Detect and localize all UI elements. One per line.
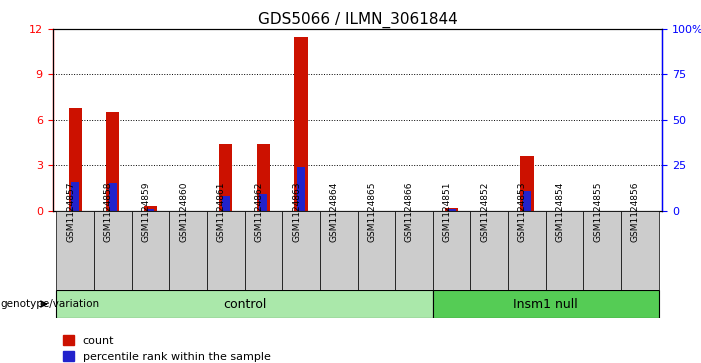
Bar bbox=[144, 206, 157, 211]
Bar bbox=[94, 211, 132, 290]
Bar bbox=[245, 211, 283, 290]
Bar bbox=[520, 156, 533, 211]
Bar bbox=[257, 144, 270, 211]
Bar bbox=[72, 182, 79, 211]
Bar bbox=[297, 167, 305, 211]
Text: GSM1124862: GSM1124862 bbox=[254, 182, 264, 242]
Bar bbox=[470, 211, 508, 290]
Bar bbox=[56, 211, 94, 290]
Text: GSM1124859: GSM1124859 bbox=[142, 182, 151, 242]
Text: GSM1124861: GSM1124861 bbox=[217, 182, 226, 242]
Bar bbox=[433, 211, 470, 290]
Text: GSM1124856: GSM1124856 bbox=[631, 182, 640, 242]
Bar bbox=[294, 37, 308, 211]
Bar bbox=[147, 209, 154, 211]
Legend: count, percentile rank within the sample: count, percentile rank within the sample bbox=[58, 330, 275, 363]
Text: GSM1124854: GSM1124854 bbox=[556, 182, 564, 242]
Text: GSM1124851: GSM1124851 bbox=[442, 182, 451, 242]
Text: GSM1124855: GSM1124855 bbox=[593, 182, 602, 242]
Text: GSM1124863: GSM1124863 bbox=[292, 182, 301, 242]
Text: genotype/variation: genotype/variation bbox=[1, 299, 100, 309]
Title: GDS5066 / ILMN_3061844: GDS5066 / ILMN_3061844 bbox=[258, 12, 457, 28]
Bar bbox=[508, 211, 546, 290]
Text: GSM1124857: GSM1124857 bbox=[66, 182, 75, 242]
Bar bbox=[107, 112, 119, 211]
Bar bbox=[621, 211, 659, 290]
Bar bbox=[445, 208, 458, 211]
Bar bbox=[320, 211, 358, 290]
Text: GSM1124864: GSM1124864 bbox=[329, 182, 339, 242]
Bar bbox=[109, 183, 117, 211]
Bar bbox=[132, 211, 169, 290]
Bar bbox=[448, 209, 456, 211]
Text: GSM1124852: GSM1124852 bbox=[480, 182, 489, 242]
Bar bbox=[56, 290, 433, 318]
Bar bbox=[259, 194, 267, 211]
Text: GSM1124866: GSM1124866 bbox=[405, 182, 414, 242]
Text: control: control bbox=[223, 298, 266, 310]
Bar bbox=[207, 211, 245, 290]
Bar bbox=[395, 211, 433, 290]
Text: GSM1124858: GSM1124858 bbox=[104, 182, 113, 242]
Bar bbox=[169, 211, 207, 290]
Bar bbox=[546, 211, 583, 290]
Bar bbox=[433, 290, 659, 318]
Text: Insm1 null: Insm1 null bbox=[513, 298, 578, 310]
Text: GSM1124865: GSM1124865 bbox=[367, 182, 376, 242]
Text: GSM1124853: GSM1124853 bbox=[518, 182, 527, 242]
Bar bbox=[222, 196, 230, 211]
Bar bbox=[523, 191, 531, 211]
Bar bbox=[69, 108, 82, 211]
Bar bbox=[283, 211, 320, 290]
Text: GSM1124860: GSM1124860 bbox=[179, 182, 188, 242]
Bar bbox=[219, 144, 232, 211]
Bar bbox=[583, 211, 621, 290]
Bar bbox=[358, 211, 395, 290]
